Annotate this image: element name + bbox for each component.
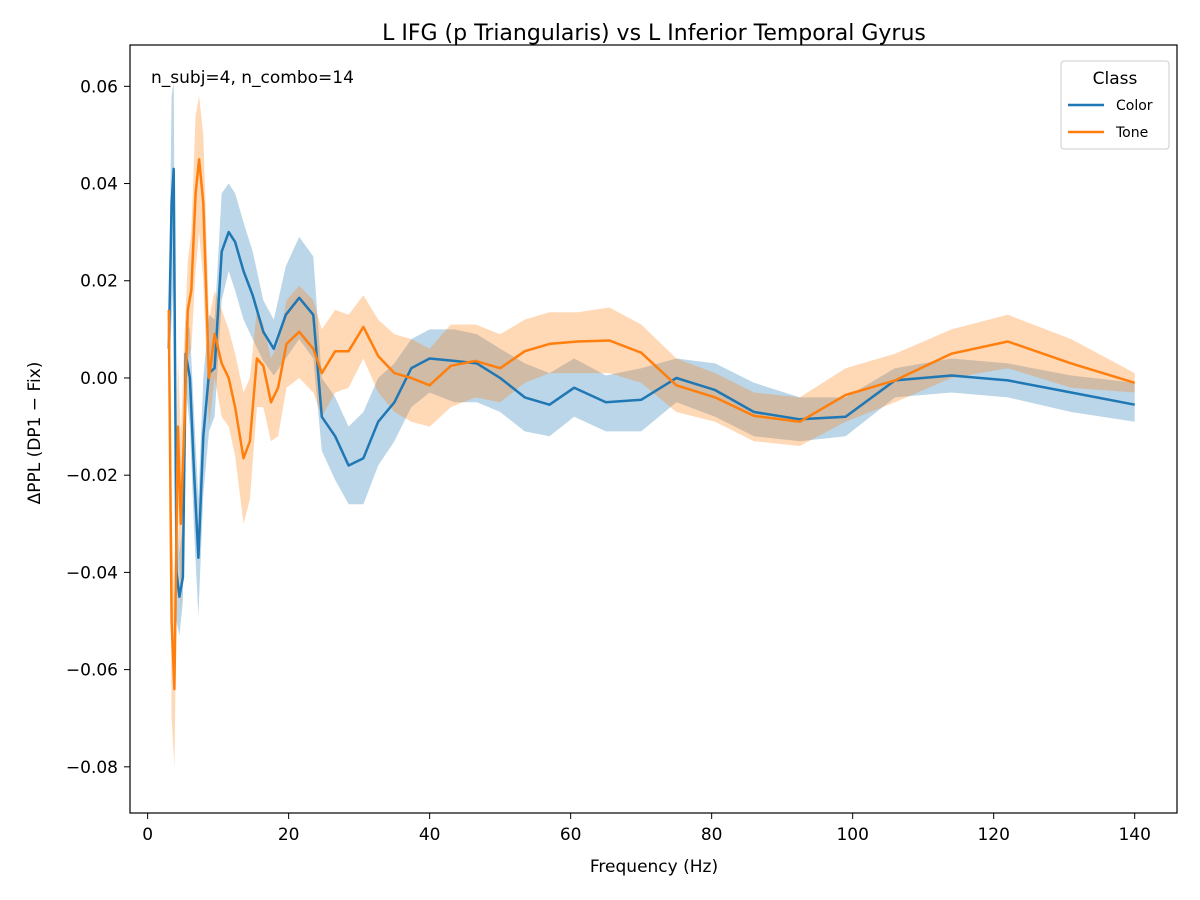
line-tone [167, 157, 1136, 691]
x-tick-label: 120 [977, 825, 1009, 845]
x-tick-label: 0 [142, 825, 153, 845]
x-tick-label: 60 [560, 825, 582, 845]
series-lines [167, 157, 1136, 691]
x-tick-label: 20 [278, 825, 300, 845]
legend-label-color: Color [1116, 98, 1153, 114]
y-tick-label: 0.02 [80, 272, 118, 292]
y-tick-label: 0.04 [80, 175, 118, 195]
y-tick-label: −0.08 [66, 758, 118, 778]
legend-box [1060, 60, 1170, 150]
x-axis-ticks: 0 20 40 60 80 100 120 140 [142, 813, 1151, 845]
y-tick-label: 0.00 [80, 369, 118, 389]
legend: Class Color Tone [1060, 60, 1170, 150]
legend-title: Class [1093, 69, 1138, 89]
y-tick-label: 0.06 [80, 77, 118, 97]
legend-label-tone: Tone [1115, 125, 1148, 141]
y-axis-ticks: −0.08 −0.06 −0.04 −0.02 0.00 0.02 0.04 0.06 [66, 77, 130, 778]
y-tick-label: −0.06 [66, 661, 118, 681]
y-tick-label: −0.04 [66, 563, 118, 583]
x-tick-label: 80 [701, 825, 723, 845]
x-tick-label: 40 [419, 825, 441, 845]
x-tick-label: 100 [836, 825, 868, 845]
x-axis-label: Frequency (Hz) [590, 857, 718, 877]
chart-title: L IFG (p Triangularis) vs L Inferior Tem… [382, 21, 926, 46]
y-tick-label: −0.02 [66, 466, 118, 486]
x-tick-label: 140 [1118, 825, 1150, 845]
y-axis-label: ΔPPL (DP1 − Fix) [25, 362, 45, 505]
plot-frame [129, 44, 1178, 814]
sample-annotation: n_subj=4, n_combo=14 [151, 68, 354, 88]
line-color [167, 167, 1135, 598]
